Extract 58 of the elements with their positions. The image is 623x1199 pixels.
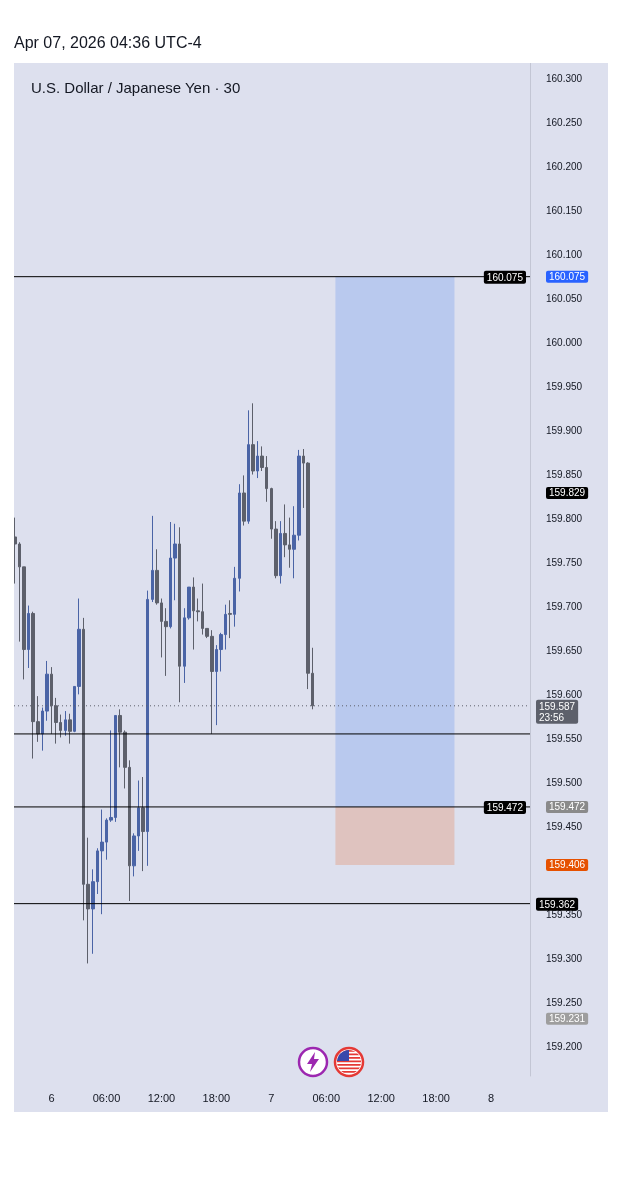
candlestick xyxy=(146,590,149,867)
candlestick xyxy=(238,483,241,592)
candlestick xyxy=(141,776,145,872)
y-tick-label: 160.150 xyxy=(546,205,583,217)
ref-line-label: 160.075 xyxy=(486,271,524,283)
y-tick-label: 159.406 xyxy=(549,859,586,871)
y-tick-label: 159.200 xyxy=(546,1040,583,1052)
x-tick-label: 06:00 xyxy=(92,1091,121,1104)
y-tick-label: 159.450 xyxy=(546,820,583,832)
ref-line-label: 159.587 23:56 xyxy=(539,700,576,723)
x-tick-label: 18:00 xyxy=(422,1091,450,1104)
candlestick xyxy=(233,566,236,628)
x-tick-label: 6 xyxy=(48,1091,55,1104)
y-tick-label: 159.500 xyxy=(546,776,583,788)
y-tick-label: 160.050 xyxy=(546,293,583,305)
y-tick-label: 160.075 xyxy=(549,271,586,283)
text: Apr 07, 2026 04:36 UTC-4 xyxy=(14,34,202,52)
y-tick-label: 159.472 xyxy=(549,801,586,813)
y-tick-label: 159.550 xyxy=(546,732,583,744)
text: U.S. Dollar / Japanese Yen · 30 xyxy=(31,79,241,96)
y-tick-label: 159.829 xyxy=(549,487,586,499)
x-tick-label: 18:00 xyxy=(202,1091,231,1104)
y-tick-label: 159.700 xyxy=(546,600,583,612)
x-tick-label: 7 xyxy=(268,1091,275,1104)
candlestick xyxy=(27,605,30,669)
y-tick-label: 159.950 xyxy=(546,381,583,393)
candlestick xyxy=(256,440,259,479)
candlestick xyxy=(279,520,282,585)
ref-line-label: 159.472 xyxy=(486,801,524,813)
candlestick xyxy=(242,474,246,527)
x-tick-label: 12:00 xyxy=(147,1091,176,1104)
x-tick-label: 8 xyxy=(488,1091,495,1104)
x-tick-label: 12:00 xyxy=(367,1091,395,1104)
y-tick-label: 159.600 xyxy=(546,688,583,700)
y-tick-label: 159.850 xyxy=(546,469,583,481)
candlestick xyxy=(68,713,72,745)
x-tick-label: 06:00 xyxy=(312,1091,341,1104)
candlestick xyxy=(247,409,250,525)
y-tick-label: 159.250 xyxy=(546,996,583,1008)
ref-line-label: 159.362 xyxy=(539,898,576,910)
candlestick xyxy=(151,515,154,603)
y-tick-label: 159.800 xyxy=(546,513,583,524)
y-tick-label: 160.300 xyxy=(546,73,583,85)
y-tick-label: 159.750 xyxy=(546,556,583,568)
y-tick-label: 160.000 xyxy=(546,337,583,349)
y-tick-label: 159.650 xyxy=(546,644,583,656)
candlestick xyxy=(178,526,181,703)
candlestick xyxy=(100,809,104,915)
y-tick-label: 160.100 xyxy=(546,249,583,261)
candlestick xyxy=(251,402,255,476)
y-tick-label: 159.900 xyxy=(546,425,583,437)
y-tick-label: 159.350 xyxy=(546,908,583,920)
y-tick-label: 160.200 xyxy=(546,161,583,173)
y-tick-label: 159.300 xyxy=(546,952,583,964)
candlestick xyxy=(228,599,232,639)
y-tick-label: 160.250 xyxy=(546,117,583,129)
candlestick xyxy=(64,710,67,737)
y-tick-label: 159.231 xyxy=(549,1013,586,1025)
